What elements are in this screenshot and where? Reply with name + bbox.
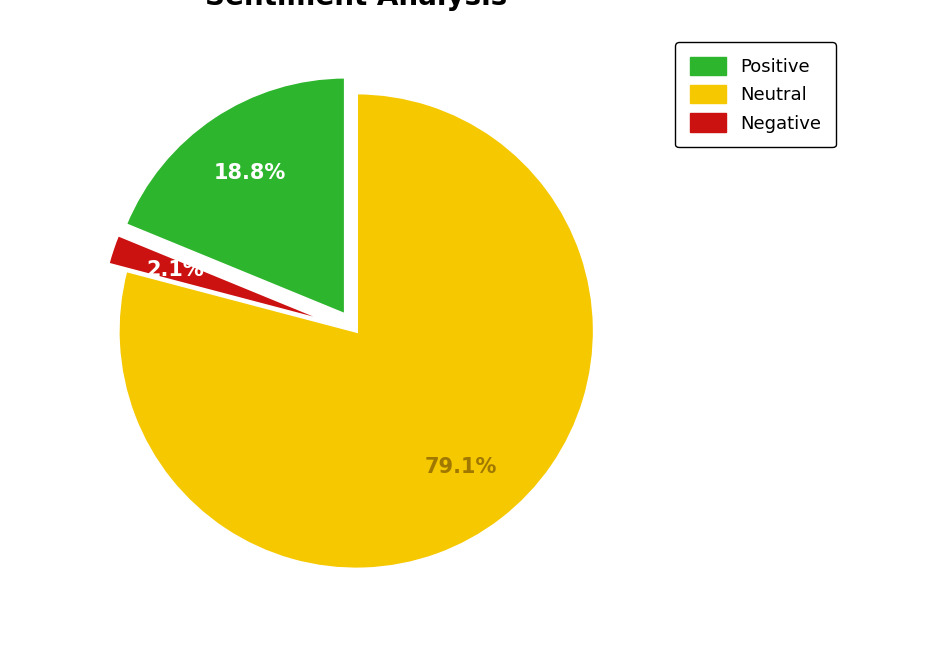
Title: Sentiment Analysis: Sentiment Analysis xyxy=(205,0,507,11)
Legend: Positive, Neutral, Negative: Positive, Neutral, Negative xyxy=(675,42,836,147)
Text: 18.8%: 18.8% xyxy=(214,163,286,183)
Wedge shape xyxy=(107,234,338,325)
Text: 79.1%: 79.1% xyxy=(425,457,497,477)
Wedge shape xyxy=(125,77,346,315)
Wedge shape xyxy=(118,93,595,569)
Text: 2.1%: 2.1% xyxy=(146,260,204,281)
